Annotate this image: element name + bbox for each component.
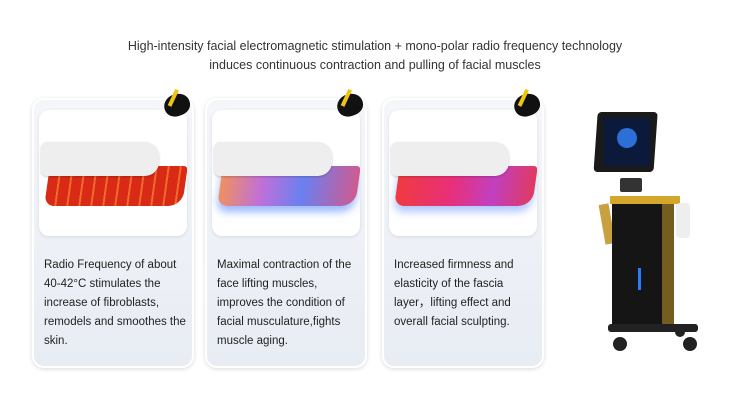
feature-card-muscle-contraction: Maximal contraction of the face lifting … — [205, 90, 367, 368]
device-handpiece — [598, 203, 616, 245]
wheel — [613, 337, 627, 351]
blue-light-strip — [638, 268, 641, 290]
rf-treatment-image — [39, 110, 187, 236]
applicator-pad-image — [214, 142, 332, 176]
feature-card-radio-frequency: Radio Frequency of about 40-42°C stimula… — [32, 90, 194, 368]
headline-line-1: High-intensity facial electromagnetic st… — [127, 39, 623, 53]
firmness-image — [389, 110, 537, 236]
wheel — [683, 337, 697, 351]
screen-logo — [617, 128, 637, 148]
card-description: Radio Frequency of about 40-42°C stimula… — [44, 259, 186, 347]
device-machine-image — [593, 112, 698, 351]
card-description: Maximal contraction of the face lifting … — [217, 259, 352, 347]
headline: High-intensity facial electromagnetic st… — [0, 37, 750, 75]
device-handpiece — [676, 203, 690, 238]
device-port — [620, 178, 642, 192]
feature-card-firmness: Increased firmness and elasticity of the… — [382, 90, 544, 368]
wheel — [675, 327, 685, 337]
contraction-image — [212, 110, 360, 236]
applicator-pad-image — [391, 142, 509, 176]
card-description: Increased firmness and elasticity of the… — [394, 259, 514, 328]
headline-line-2: induces continuous contraction and pulli… — [209, 58, 541, 72]
gold-trim — [610, 196, 680, 204]
applicator-pad-image — [41, 142, 159, 176]
